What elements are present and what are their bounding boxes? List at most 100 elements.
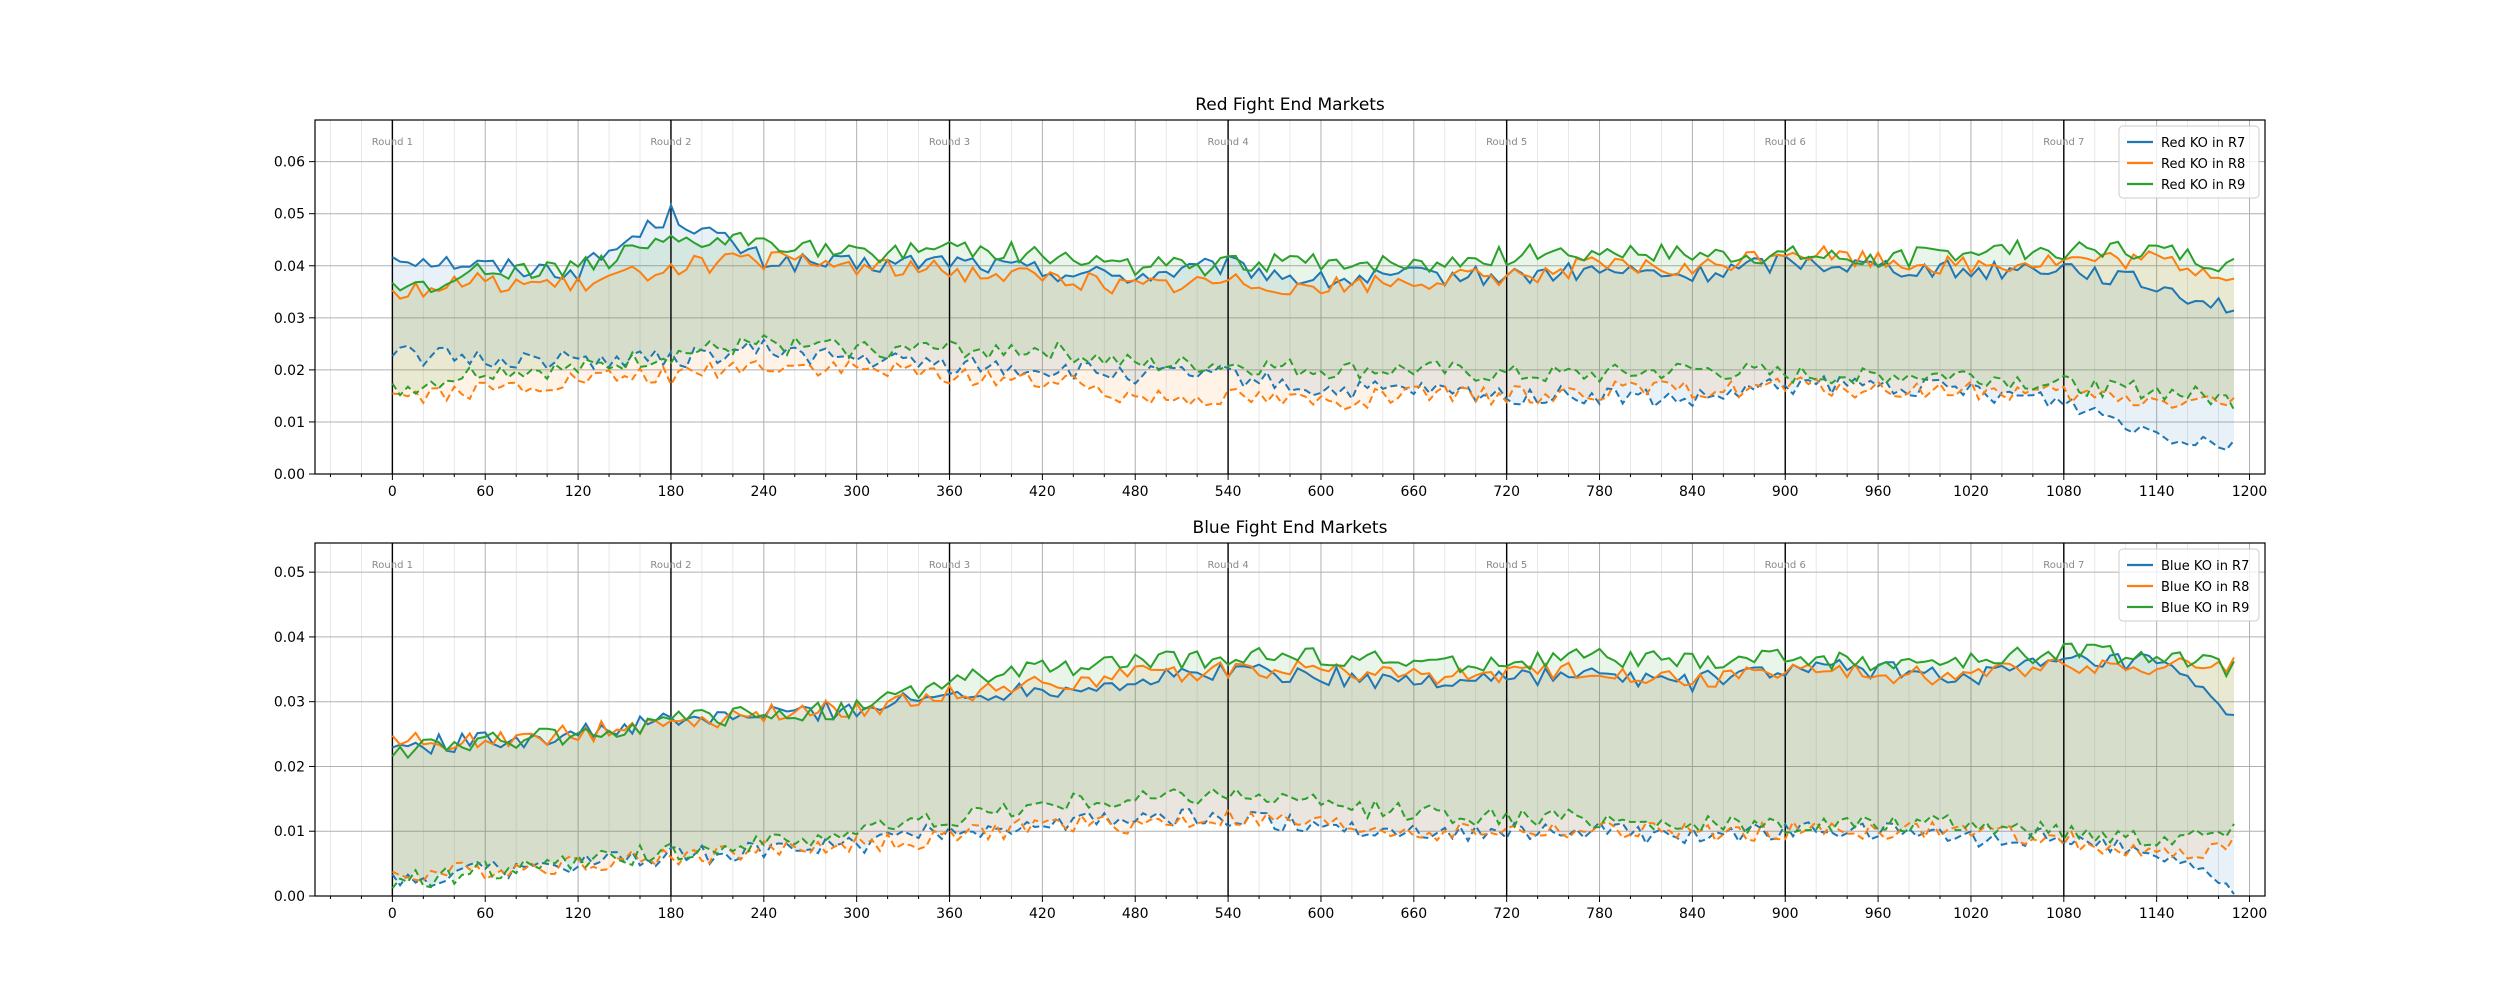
y-tick-label: 0.03 [274, 695, 305, 711]
series-line-upper-blue-ko-in-r7 [392, 652, 2235, 756]
series-line-lower-red-ko-in-r7 [391, 337, 2235, 451]
x-tick-label: 180 [658, 484, 685, 500]
series-line-lower-red-ko-in-r9 [391, 333, 2235, 411]
legend-label-blue-ko-r7: Blue KO in R7 [2161, 559, 2249, 574]
band-red-ko-in-r9 [392, 232, 2234, 410]
x-tick-label: 360 [936, 484, 963, 500]
legend-label-red-ko-r9: Red KO in R9 [2161, 178, 2245, 193]
x-tick-label: 1020 [1953, 906, 1989, 922]
band-red-ko-in-r7 [392, 205, 2234, 450]
x-tick-label: 1080 [2046, 906, 2082, 922]
series-line-upper-red-ko-in-r7 [391, 202, 2235, 314]
x-tick-label: 420 [1029, 906, 1056, 922]
x-tick-label: 540 [1215, 484, 1242, 500]
x-tick-label: 600 [1308, 906, 1335, 922]
x-tick-label: 960 [1865, 484, 1892, 500]
series-line-lower-red-ko-in-r8 [392, 359, 2235, 411]
round-marker-layer: Round 1 Round 2 Round 3 Round 4 Round 5 Round… [372, 543, 2084, 896]
legend-label-blue-ko-r8: Blue KO in R8 [2161, 580, 2249, 595]
series-line-layer [391, 642, 2235, 895]
x-tick-label: 660 [1400, 906, 1427, 922]
x-tick-label: 660 [1400, 484, 1427, 500]
round-label-round-2: Round 2 [650, 137, 691, 148]
x-tick-label: 840 [1679, 484, 1706, 500]
legend: Blue KO in R7 Blue KO in R8 Blue KO in R… [2118, 548, 2260, 622]
round-label-round-5: Round 5 [1486, 137, 1527, 148]
y-tick-label: 0.05 [274, 565, 305, 581]
round-label-round-1: Round 1 [372, 560, 413, 571]
axis-layer: 0 60 120 180 240 300 360 420 480 540 600 660 720 780 8… [274, 542, 2267, 922]
y-tick-label: 0.01 [274, 415, 305, 431]
x-tick-label: 780 [1586, 906, 1613, 922]
round-label-round-2: Round 2 [650, 560, 691, 571]
x-tick-label: 480 [1122, 484, 1149, 500]
x-tick-label: 120 [565, 484, 592, 500]
legend-label-red-ko-r8: Red KO in R8 [2161, 157, 2245, 172]
legend-label-red-ko-r7: Red KO in R7 [2161, 136, 2245, 151]
x-tick-label: 780 [1586, 484, 1613, 500]
series-line-upper-red-ko-in-r8 [391, 244, 2235, 300]
y-tick-label: 0.01 [274, 824, 305, 840]
x-tick-label: 420 [1029, 484, 1056, 500]
band-blue-ko-in-r9 [392, 643, 2234, 889]
blue-fight-end-markets-panel: Blue Fight End Markets Round 1 Round 2 Rou… [274, 518, 2268, 922]
y-tick-label: 0.00 [274, 467, 305, 483]
x-tick-label: 900 [1772, 484, 1799, 500]
round-label-round-7: Round 7 [2043, 137, 2084, 148]
round-label-round-3: Round 3 [929, 137, 970, 148]
y-tick-label: 0.02 [274, 363, 305, 379]
band-red-ko-in-r8 [392, 246, 2234, 410]
x-tick-label: 0 [388, 484, 397, 500]
x-tick-label: 300 [843, 906, 870, 922]
round-label-round-7: Round 7 [2043, 560, 2084, 571]
x-tick-label: 720 [1493, 484, 1520, 500]
round-label-round-6: Round 6 [1765, 560, 1806, 571]
series-line-upper-blue-ko-in-r8 [391, 657, 2235, 751]
x-tick-label: 960 [1865, 906, 1892, 922]
x-tick-label: 0 [388, 906, 397, 922]
series-line-lower-blue-ko-in-r9 [391, 787, 2235, 889]
y-tick-label: 0.05 [274, 207, 305, 223]
series-line-lower-blue-ko-in-r8 [391, 807, 2235, 882]
round-marker-layer: Round 1 Round 2 Round 3 Round 4 Round 5 Round… [372, 120, 2084, 474]
chart-title: Red Fight End Markets [1195, 95, 1385, 115]
x-tick-label: 900 [1772, 906, 1799, 922]
y-tick-label: 0.00 [274, 889, 305, 905]
legend: Red KO in R7 Red KO in R8 Red KO in R9 [2118, 125, 2260, 199]
x-tick-label: 1200 [2232, 484, 2268, 500]
series-line-layer [391, 202, 2235, 451]
x-tick-label: 840 [1679, 906, 1706, 922]
band-fill-layer [392, 205, 2234, 450]
round-label-round-4: Round 4 [1208, 137, 1249, 148]
x-tick-label: 60 [476, 484, 494, 500]
x-tick-label: 360 [936, 906, 963, 922]
x-tick-label: 120 [565, 906, 592, 922]
band-blue-ko-in-r8 [392, 657, 2234, 881]
legend-box [2118, 548, 2260, 622]
x-tick-label: 600 [1308, 484, 1335, 500]
axis-layer: 0 60 120 180 240 300 360 420 480 540 600 660 720 780 8… [274, 119, 2268, 500]
round-label-round-4: Round 4 [1208, 560, 1249, 571]
y-tick-label: 0.04 [274, 259, 305, 275]
legend-label-blue-ko-r9: Blue KO in R9 [2161, 601, 2249, 616]
round-label-round-5: Round 5 [1486, 560, 1527, 571]
series-line-upper-red-ko-in-r9 [391, 231, 2235, 294]
y-tick-label: 0.03 [274, 311, 305, 327]
x-tick-label: 1140 [2139, 484, 2175, 500]
x-tick-label: 1140 [2139, 906, 2175, 922]
x-tick-label: 480 [1122, 906, 1149, 922]
y-tick-label: 0.04 [274, 630, 305, 646]
round-label-round-6: Round 6 [1765, 137, 1806, 148]
round-label-round-1: Round 1 [372, 137, 413, 148]
legend-box [2118, 125, 2260, 199]
x-tick-label: 1020 [1953, 484, 1989, 500]
chart-title: Blue Fight End Markets [1193, 518, 1388, 538]
y-tick-label: 0.02 [274, 759, 305, 775]
red-fight-end-markets-panel: Red Fight End Markets Round 1 Round 2 Roun… [274, 95, 2268, 500]
series-line-upper-blue-ko-in-r9 [391, 642, 2235, 760]
x-tick-label: 540 [1215, 906, 1242, 922]
x-tick-label: 1080 [2046, 484, 2082, 500]
y-tick-label: 0.06 [274, 155, 305, 171]
round-label-round-3: Round 3 [929, 560, 970, 571]
